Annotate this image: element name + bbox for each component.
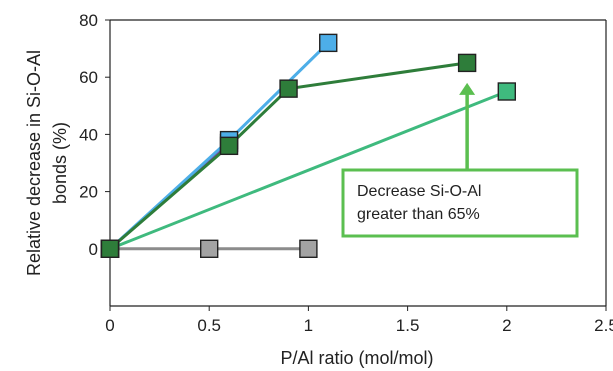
series-line <box>109 61 468 250</box>
annotation-text-line: Decrease Si-O-Al <box>357 183 481 200</box>
y-tick-label: 0 <box>89 240 98 259</box>
annotation: Decrease Si-O-Al greater than 65% <box>341 82 579 238</box>
series-markers <box>100 33 516 259</box>
x-tick-label: 0.5 <box>197 316 221 335</box>
x-tick-label: 2.5 <box>594 316 613 335</box>
data-point <box>457 53 477 73</box>
y-axis-title: Relative decrease in Si-O-Al bonds (%) <box>24 50 70 276</box>
data-point <box>279 79 298 98</box>
y-tick-label: 20 <box>79 183 98 202</box>
annotation-box <box>341 168 579 238</box>
data-point <box>319 33 338 53</box>
data-point <box>219 136 239 156</box>
y-tick-label: 40 <box>79 125 98 144</box>
x-tick-label: 2 <box>502 316 511 335</box>
data-point <box>299 239 318 259</box>
x-tick-label: 1 <box>304 316 313 335</box>
x-tick-label: 1.5 <box>396 316 420 335</box>
series-line <box>109 90 508 251</box>
annotation-text-line: greater than 65% <box>357 206 480 223</box>
annotation-arrow-head <box>459 82 476 95</box>
y-axis-title-line-1: Relative decrease in Si-O-Al <box>24 50 44 276</box>
data-point <box>199 239 219 259</box>
y-tick-labels: 0 20 40 60 80 <box>79 11 98 259</box>
y-axis-title-line-2: bonds (%) <box>50 122 70 204</box>
x-tick-labels: 0 0.5 1 1.5 2 2.5 <box>105 316 613 335</box>
data-point <box>100 239 120 259</box>
y-tick-label: 80 <box>79 11 98 30</box>
data-point <box>497 82 516 101</box>
x-tick-label: 0 <box>105 316 114 335</box>
x-axis-title: P/Al ratio (mol/mol) <box>280 348 433 368</box>
axes <box>105 19 607 311</box>
y-tick-label: 60 <box>79 68 98 87</box>
series-line <box>108 41 330 250</box>
